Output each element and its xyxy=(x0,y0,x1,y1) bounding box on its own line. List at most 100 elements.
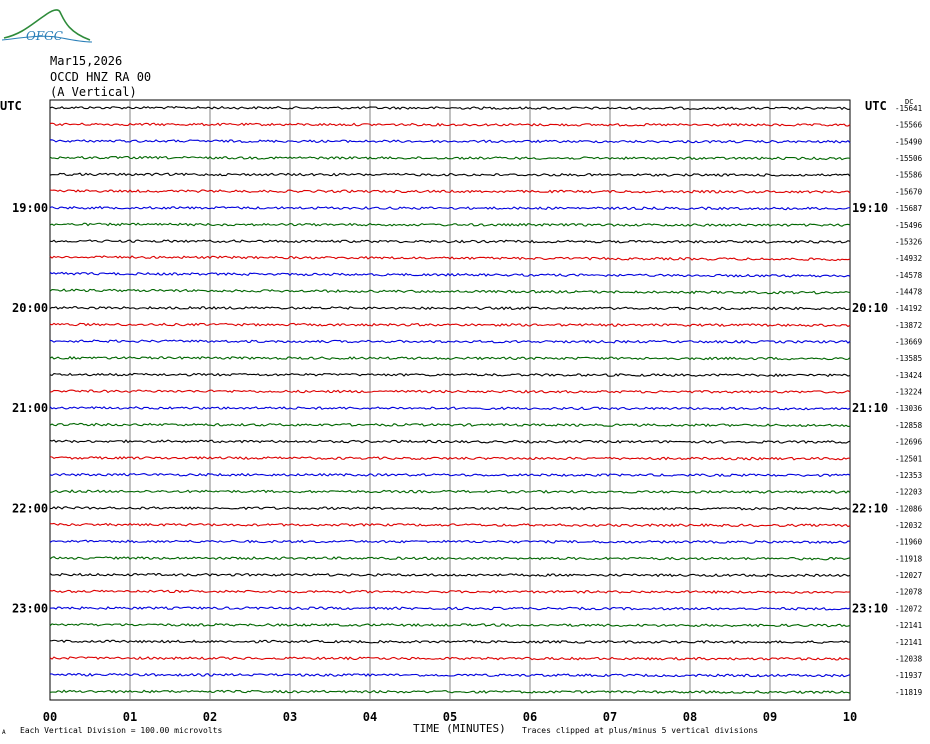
trace-line xyxy=(49,339,851,344)
trace-line xyxy=(49,172,851,177)
utc-left-label: UTC xyxy=(0,99,22,113)
x-tick-label: 01 xyxy=(123,710,137,724)
time-label-left: 19:00 xyxy=(12,201,48,215)
trace-line xyxy=(49,389,851,394)
dc-offset-label: -15566 xyxy=(895,121,923,130)
dc-offset-label: -11960 xyxy=(895,538,923,547)
x-tick-label: 06 xyxy=(523,710,537,724)
trace-line xyxy=(49,439,851,444)
trace-line xyxy=(49,222,851,227)
header-component: (A Vertical) xyxy=(50,85,137,99)
utc-right-label: UTC xyxy=(865,99,887,113)
dc-offset-label: -12038 xyxy=(895,654,923,663)
trace-line xyxy=(49,288,851,295)
dc-offset-label: -12078 xyxy=(895,588,923,597)
dc-label: DC xyxy=(905,98,913,106)
logo-text: OFGC xyxy=(26,29,63,43)
dc-offset-label: -12353 xyxy=(895,471,922,480)
time-label-left: 21:00 xyxy=(12,401,48,415)
trace-line xyxy=(49,271,851,278)
dc-offset-label: -11937 xyxy=(895,671,922,680)
trace-line xyxy=(49,656,851,661)
chart-grid xyxy=(49,99,851,701)
trace-line xyxy=(49,155,851,161)
dc-offset-label: -15496 xyxy=(895,221,923,230)
dc-offset-label: -13224 xyxy=(895,388,923,397)
time-label-right: 19:10 xyxy=(852,201,888,215)
time-label-left: 20:00 xyxy=(12,301,48,315)
dc-offset-label: -12027 xyxy=(895,571,922,580)
dc-offset-label: -15490 xyxy=(895,137,923,146)
x-tick-label: 08 xyxy=(683,710,697,724)
dc-offset-label: -12072 xyxy=(895,604,922,613)
dc-offset-label: -12203 xyxy=(895,488,922,497)
trace-line xyxy=(49,589,851,595)
trace-line xyxy=(49,255,851,261)
x-tick-label: 05 xyxy=(443,710,457,724)
dc-offset-label: -13424 xyxy=(895,371,923,380)
trace-line xyxy=(49,422,851,428)
ofgc-logo: OFGC xyxy=(1,4,93,46)
x-tick-labels: 00 01 02 03 04 05 06 07 08 09 10 xyxy=(43,710,857,724)
seismic-traces xyxy=(49,105,851,694)
trace-line xyxy=(49,689,851,694)
trace-line xyxy=(49,189,851,194)
time-label-left: 22:00 xyxy=(12,501,48,515)
dc-offset-label: -12141 xyxy=(895,638,922,647)
trace-line xyxy=(49,239,851,244)
dc-offset-label: -12141 xyxy=(895,621,922,630)
trace-line xyxy=(49,672,851,678)
trace-line xyxy=(49,455,851,461)
trace-line xyxy=(49,639,851,645)
trace-line xyxy=(49,522,851,528)
trace-line xyxy=(49,372,851,378)
dc-offset-label: -12086 xyxy=(895,504,923,513)
header-date: Mar15,2026 xyxy=(50,54,123,68)
trace-line xyxy=(49,122,851,127)
x-tick-label: 02 xyxy=(203,710,217,724)
trace-line xyxy=(49,139,851,144)
trace-line xyxy=(49,322,851,328)
dc-offset-label: -12858 xyxy=(895,421,923,430)
dc-offset-label: -11918 xyxy=(895,554,923,563)
trace-line xyxy=(49,622,851,628)
x-tick-label: 03 xyxy=(283,710,297,724)
trace-line xyxy=(49,489,851,494)
time-label-right: 21:10 xyxy=(852,401,888,415)
left-time-labels: 19:00 20:00 21:00 22:00 23:00 xyxy=(12,201,48,615)
dc-offset-label: -11819 xyxy=(895,688,922,697)
dc-offset-label: -15506 xyxy=(895,154,923,163)
dc-offset-label: -15326 xyxy=(895,237,923,246)
time-label-right: 20:10 xyxy=(852,301,888,315)
dc-offset-label: -14478 xyxy=(895,287,923,296)
time-label-left: 23:00 xyxy=(12,601,48,615)
x-tick-label: 10 xyxy=(843,710,857,724)
dc-offset-label: -14932 xyxy=(895,254,922,263)
trace-line xyxy=(49,606,851,611)
footer-division-note: Each Vertical Division = 100.00 microvol… xyxy=(20,726,222,735)
right-time-labels: 19:10 20:10 21:10 22:10 23:10 xyxy=(852,201,888,615)
trace-line xyxy=(49,556,851,561)
trace-line xyxy=(49,305,851,311)
dc-offset-label: -13036 xyxy=(895,404,923,413)
dc-offset-labels: -15641 -15566 -15490 -15506 -15586 -15670 -156… xyxy=(895,104,923,697)
trace-line xyxy=(49,572,851,578)
dc-offset-label: -15687 xyxy=(895,204,922,213)
dc-offset-label: -12501 xyxy=(895,454,922,463)
dc-offset-label: -14192 xyxy=(895,304,922,313)
time-label-right: 22:10 xyxy=(852,501,888,515)
x-tick-label: 09 xyxy=(763,710,777,724)
dc-offset-label: -15641 xyxy=(895,104,922,113)
footer-clip-note: Traces clipped at plus/minus 5 vertical … xyxy=(522,726,758,735)
trace-line xyxy=(49,105,851,111)
footer-mark: A xyxy=(2,729,6,736)
trace-line xyxy=(49,472,851,478)
trace-line xyxy=(49,355,851,361)
trace-line xyxy=(49,205,851,211)
x-tick-label: 00 xyxy=(43,710,57,724)
trace-line xyxy=(49,406,851,411)
trace-line xyxy=(49,539,851,544)
logo-graphic: OFGC xyxy=(1,9,93,43)
dc-offset-label: -15670 xyxy=(895,187,923,196)
